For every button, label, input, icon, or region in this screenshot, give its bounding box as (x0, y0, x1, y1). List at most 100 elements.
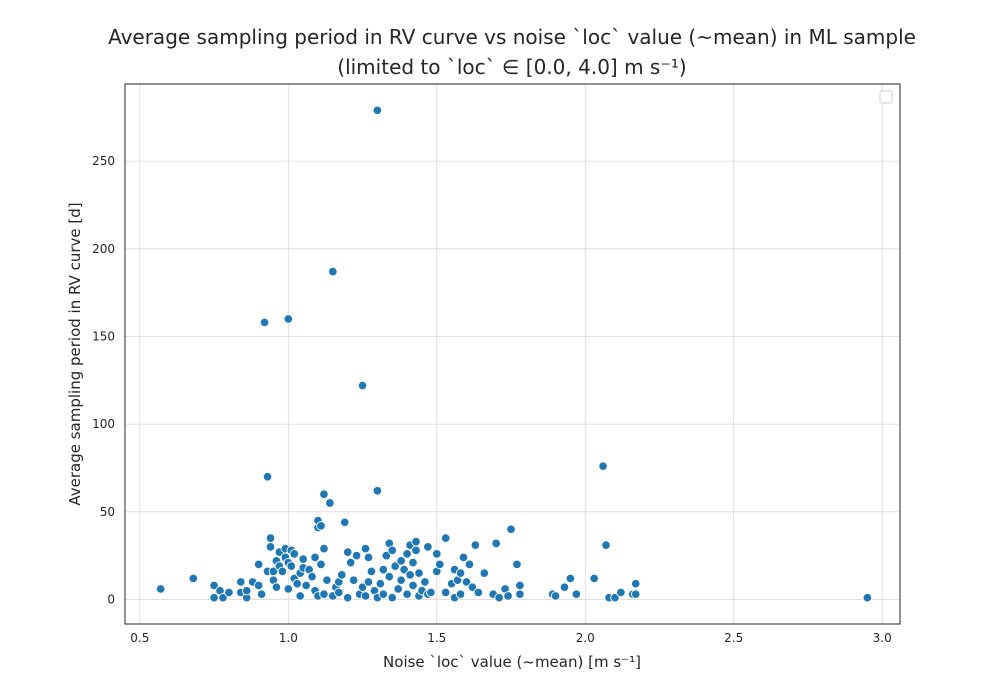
scatter-point (630, 578, 641, 589)
data-points (155, 105, 873, 603)
scatter-point (396, 556, 406, 566)
scatter-point (455, 568, 466, 578)
scatter-point (601, 540, 611, 550)
scatter-point (372, 486, 383, 496)
scatter-point (295, 591, 305, 601)
scatter-point (357, 582, 368, 592)
scatter-point (515, 580, 525, 591)
y-tick-label: 250 (92, 154, 115, 168)
scatter-point (307, 571, 317, 582)
scatter-point (301, 580, 311, 591)
scatter-point (464, 559, 475, 570)
scatter-point (565, 573, 576, 584)
x-tick-label: 1.5 (427, 631, 446, 645)
scatter-point (393, 584, 403, 594)
scatter-point (616, 587, 626, 598)
scatter-point (209, 592, 219, 603)
chart-title-line2: (limited to `loc` ∈ [0.0, 4.0] m s⁻¹) (337, 55, 686, 79)
x-tick-labels: 0.5 1.0 1.5 2.0 2.5 3.0 (130, 631, 891, 645)
scatter-point (479, 568, 490, 578)
scatter-point (360, 543, 371, 554)
scatter-point (506, 524, 516, 535)
scatter-point (241, 585, 252, 596)
scatter-point (550, 591, 561, 601)
plot-frame (124, 83, 901, 625)
scatter-point (396, 575, 406, 585)
scatter-point (319, 589, 329, 599)
scatter-point (253, 580, 264, 591)
scatter-point (259, 317, 270, 328)
scatter-point (432, 549, 442, 559)
scatter-point (188, 573, 199, 584)
x-tick-label: 2.0 (576, 631, 595, 645)
scatter-point (384, 571, 395, 582)
scatter-point (316, 521, 326, 531)
scatter-point (351, 550, 362, 561)
scatter-point (491, 538, 501, 549)
scatter-point (277, 566, 288, 577)
scatter-point (265, 542, 276, 552)
scatter-point (399, 564, 409, 575)
scatter-point (378, 589, 389, 599)
scatter-point (402, 549, 412, 559)
scatter-point (262, 471, 273, 482)
scatter-point (630, 589, 641, 599)
scatter-point (209, 580, 219, 591)
scatter-point (467, 582, 478, 592)
scatter-point (455, 589, 466, 599)
scatter-point (610, 592, 620, 603)
scatter-point (256, 589, 267, 599)
scatter-point (339, 517, 350, 528)
chart-title-line1: Average sampling period in RV curve vs n… (108, 25, 916, 49)
empty-legend-box (879, 90, 893, 104)
x-tick-label: 1.0 (279, 631, 298, 645)
scatter-point (310, 552, 320, 563)
scatter-point (426, 587, 436, 598)
scatter-point (363, 552, 374, 563)
y-axis-label: Average sampling period in RV curve [d] (66, 202, 84, 505)
x-tick-label: 0.5 (130, 631, 149, 645)
scatter-point (289, 549, 300, 559)
scatter-point (862, 592, 873, 603)
scatter-point (402, 589, 412, 599)
scatter-point (411, 545, 421, 556)
scatter-point (322, 575, 332, 585)
scatter-point (414, 568, 424, 578)
scatter-point (559, 582, 570, 592)
scatter-point (372, 105, 383, 116)
scatter-point (319, 489, 329, 500)
scatter-point (405, 570, 415, 580)
scatter-point (224, 587, 234, 598)
scatter-point (494, 592, 504, 603)
scatter-point (423, 542, 433, 552)
scatter-point (348, 575, 359, 585)
scatter-point (236, 577, 246, 587)
scatter-point (503, 591, 513, 601)
scatter-point (292, 578, 302, 589)
scatter-point (366, 566, 377, 577)
x-tick-label: 2.5 (724, 631, 743, 645)
scatter-point (357, 380, 368, 391)
scatter-point (342, 547, 353, 557)
scatter-point (345, 557, 356, 568)
y-tick-label: 100 (92, 417, 115, 431)
scatter-point (375, 578, 386, 589)
scatter-point (461, 577, 472, 587)
y-tick-label: 150 (92, 329, 115, 343)
scatter-point (298, 554, 308, 564)
scatter-point (408, 557, 418, 568)
y-tick-label: 50 (100, 505, 115, 519)
scatter-point (342, 592, 353, 603)
scatter-point (411, 536, 421, 547)
scatter-point (598, 461, 608, 471)
scatter-point (334, 587, 344, 598)
scatter-point (420, 577, 430, 587)
scatter-point (440, 587, 451, 598)
scatter-point (515, 589, 525, 599)
scatter-point (571, 589, 582, 599)
scatter-point (265, 533, 276, 543)
scatter-point (337, 570, 347, 580)
scatter-point (328, 266, 338, 277)
scatter-point (473, 587, 484, 598)
